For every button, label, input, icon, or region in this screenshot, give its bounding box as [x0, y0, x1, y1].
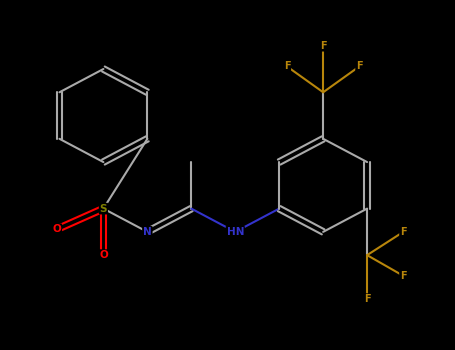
Text: F: F [400, 271, 407, 281]
Text: F: F [400, 227, 407, 237]
Text: O: O [52, 224, 61, 234]
Text: F: F [364, 294, 370, 304]
Text: F: F [356, 61, 363, 71]
Text: F: F [320, 41, 327, 51]
Text: S: S [100, 204, 107, 214]
Text: O: O [99, 250, 108, 260]
Text: N: N [143, 227, 152, 237]
Text: F: F [283, 61, 290, 71]
Text: HN: HN [227, 227, 244, 237]
